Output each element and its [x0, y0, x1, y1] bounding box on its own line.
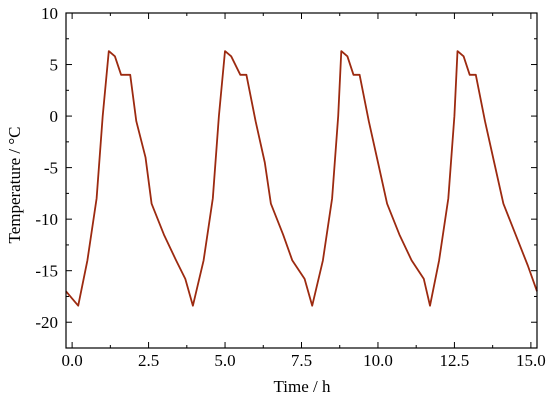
- x-tick-label: 2.5: [138, 351, 159, 370]
- x-tick-label: 7.5: [291, 351, 312, 370]
- y-tick-label: -20: [35, 313, 58, 332]
- y-tick-label: 5: [50, 56, 59, 75]
- plot-area: [65, 50, 538, 307]
- y-axis-title: Temperature / °C: [5, 126, 24, 243]
- x-tick-label: 15.0: [516, 351, 546, 370]
- x-tick-label: 5.0: [214, 351, 235, 370]
- y-tick-label: 0: [50, 107, 59, 126]
- x-tick-label: 0.0: [61, 351, 82, 370]
- x-tick-label: 12.5: [440, 351, 470, 370]
- y-tick-label: 10: [41, 4, 58, 23]
- temperature-series-line: [65, 50, 538, 307]
- y-tick-label: -15: [35, 262, 58, 281]
- x-axis-title: Time / h: [273, 377, 331, 396]
- x-tick-label: 10.0: [363, 351, 393, 370]
- axes: 0.0 2.5 5.0 7.5 10.0 12.5 15.0 -20 -15 -10 -5 0 5 10: [35, 4, 545, 370]
- y-tick-label: -5: [44, 159, 58, 178]
- y-tick-label: -10: [35, 210, 58, 229]
